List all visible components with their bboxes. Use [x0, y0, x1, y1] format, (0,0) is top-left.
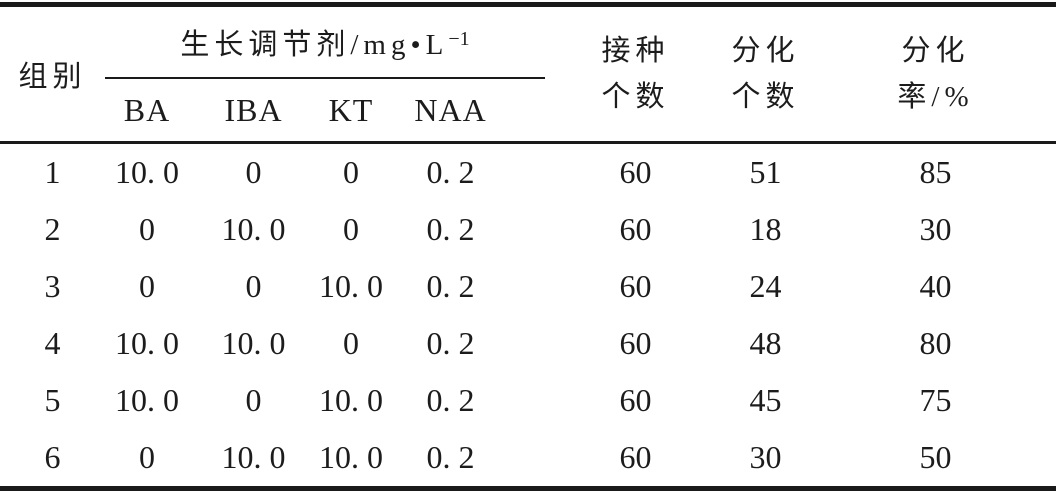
cell-ba: 0	[139, 439, 155, 475]
table-row: 5 10. 0 0 10. 0 0. 2 60 45 75	[0, 372, 1056, 429]
cell-differentiated: 45	[749, 382, 782, 418]
cell-iba: 10. 0	[221, 211, 286, 247]
cell-kt: 10. 0	[319, 439, 383, 475]
column-header-ba: BA	[105, 78, 205, 144]
cell-iba: 0	[245, 382, 262, 418]
table-body: 1 10. 0 0 0 0. 2 60 51 85 2 0 10. 0 0 0.…	[0, 143, 1056, 489]
rate-line2: 率/%	[897, 81, 974, 113]
cell-inoculated: 60	[619, 154, 652, 190]
cell-inoculated: 60	[619, 382, 652, 418]
cell-naa: 0. 2	[426, 154, 475, 190]
cell-iba: 10. 0	[221, 325, 286, 361]
column-header-differentiated-count: 分化 个数	[710, 4, 844, 144]
column-header-growth-regulator: 生长调节剂/mg•L−1	[105, 4, 546, 79]
cell-kt: 10. 0	[319, 382, 383, 418]
table-row: 6 0 10. 0 10. 0 0. 2 60 30 50	[0, 429, 1056, 489]
cell-differentiated: 24	[749, 268, 782, 304]
cell-iba: 0	[245, 268, 262, 304]
cell-ba: 0	[139, 211, 155, 247]
cell-group: 1	[44, 154, 61, 190]
differentiated-line2: 个数	[731, 81, 800, 113]
cell-iba: 10. 0	[221, 439, 286, 475]
cell-kt: 0	[343, 154, 359, 190]
cell-group: 5	[44, 382, 61, 418]
cell-ba: 0	[139, 268, 155, 304]
cell-rate: 85	[919, 154, 952, 190]
cell-differentiated: 18	[749, 211, 782, 247]
cell-iba: 0	[245, 154, 262, 190]
cell-rate: 75	[919, 382, 952, 418]
cell-differentiated: 48	[749, 325, 782, 361]
rate-line1: 分化	[901, 35, 970, 67]
cell-rate: 80	[919, 325, 952, 361]
inoculated-line2: 个数	[601, 81, 670, 113]
cell-kt: 0	[343, 325, 359, 361]
growth-regulator-label: 生长调节剂/mg•L	[180, 29, 449, 61]
cell-ba: 10. 0	[115, 382, 179, 418]
cell-inoculated: 60	[619, 325, 652, 361]
differentiated-line1: 分化	[731, 35, 800, 67]
cell-kt: 10. 0	[319, 268, 383, 304]
cell-rate: 40	[919, 268, 952, 304]
table-row: 2 0 10. 0 0 0. 2 60 18 30	[0, 201, 1056, 258]
cell-naa: 0. 2	[426, 325, 475, 361]
cell-naa: 0. 2	[426, 268, 475, 304]
cell-inoculated: 60	[619, 211, 652, 247]
table-row: 4 10. 0 10. 0 0 0. 2 60 48 80	[0, 315, 1056, 372]
cell-ba: 10. 0	[115, 154, 179, 190]
cell-differentiated: 51	[749, 154, 782, 190]
cell-naa: 0. 2	[426, 382, 475, 418]
column-header-differentiation-rate: 分化 率/%	[843, 4, 1056, 144]
cell-naa: 0. 2	[426, 211, 475, 247]
cell-rate: 50	[919, 439, 952, 475]
cell-group: 4	[44, 325, 61, 361]
cell-group: 3	[44, 268, 61, 304]
table-row: 3 0 0 10. 0 0. 2 60 24 40	[0, 258, 1056, 315]
cell-naa: 0. 2	[426, 439, 475, 475]
inoculated-line1: 接种	[601, 35, 670, 67]
cell-kt: 0	[343, 211, 359, 247]
regulator-unit-exponent: −1	[448, 28, 470, 50]
column-header-kt: KT	[302, 78, 400, 144]
cell-differentiated: 30	[749, 439, 782, 475]
column-header-group: 组别	[0, 4, 105, 144]
column-header-iba: IBA	[205, 78, 302, 144]
table-header: 组别 生长调节剂/mg•L−1 接种 个数 分化 个数 分化 率/% BA IB…	[0, 4, 1056, 144]
cell-inoculated: 60	[619, 268, 652, 304]
column-header-naa: NAA	[400, 78, 546, 144]
cell-inoculated: 60	[619, 439, 652, 475]
table-row: 1 10. 0 0 0 0. 2 60 51 85	[0, 143, 1056, 202]
cell-group: 2	[44, 211, 61, 247]
cell-ba: 10. 0	[115, 325, 179, 361]
cell-rate: 30	[919, 211, 952, 247]
cell-group: 6	[44, 439, 61, 475]
column-header-inoculated-count: 接种 个数	[545, 4, 711, 144]
